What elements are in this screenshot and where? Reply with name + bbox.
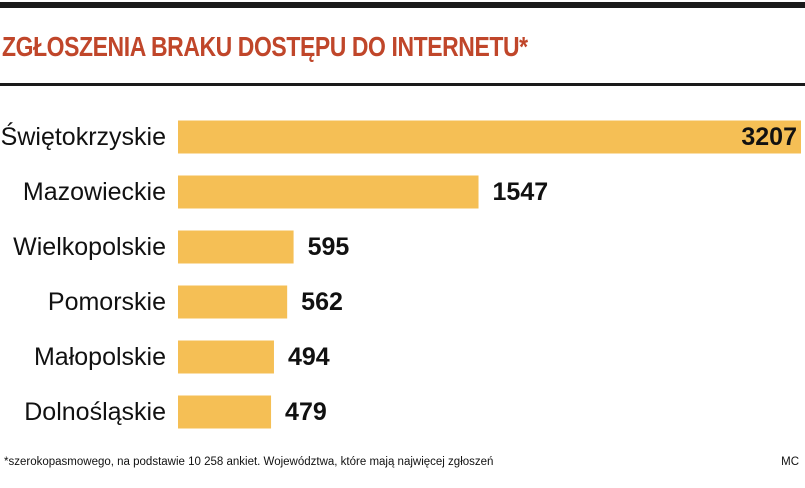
chart-title: ZGŁOSZENIA BRAKU DOSTĘPU DO INTERNETU*	[2, 31, 528, 62]
bar	[178, 120, 801, 154]
footnote: *szerokopasmowego, na podstawie 10 258 a…	[4, 456, 494, 468]
category-label: Wielkopolskie	[13, 233, 166, 261]
category-label: Mazowieckie	[23, 178, 166, 206]
bar	[178, 340, 274, 374]
category-label: Świętokrzyskie	[1, 121, 166, 151]
category-label: Pomorskie	[48, 288, 166, 316]
category-label: Małopolskie	[34, 343, 166, 371]
title-rule	[0, 83, 805, 86]
value-label: 494	[288, 343, 330, 371]
bar	[178, 175, 479, 209]
value-label: 3207	[741, 123, 797, 151]
category-label: Dolnośląskie	[24, 398, 166, 426]
value-label: 595	[308, 233, 350, 261]
bar	[178, 230, 294, 264]
value-label: 562	[301, 288, 343, 316]
bar-chart: Świętokrzyskie 3207 Mazowieckie 1547 Wielkop…	[1, 120, 801, 429]
bar	[178, 395, 272, 429]
credit: MC	[781, 456, 799, 468]
bar	[178, 285, 288, 319]
top-rule	[0, 2, 805, 8]
value-label: 1547	[493, 178, 549, 206]
value-label: 479	[285, 398, 327, 426]
